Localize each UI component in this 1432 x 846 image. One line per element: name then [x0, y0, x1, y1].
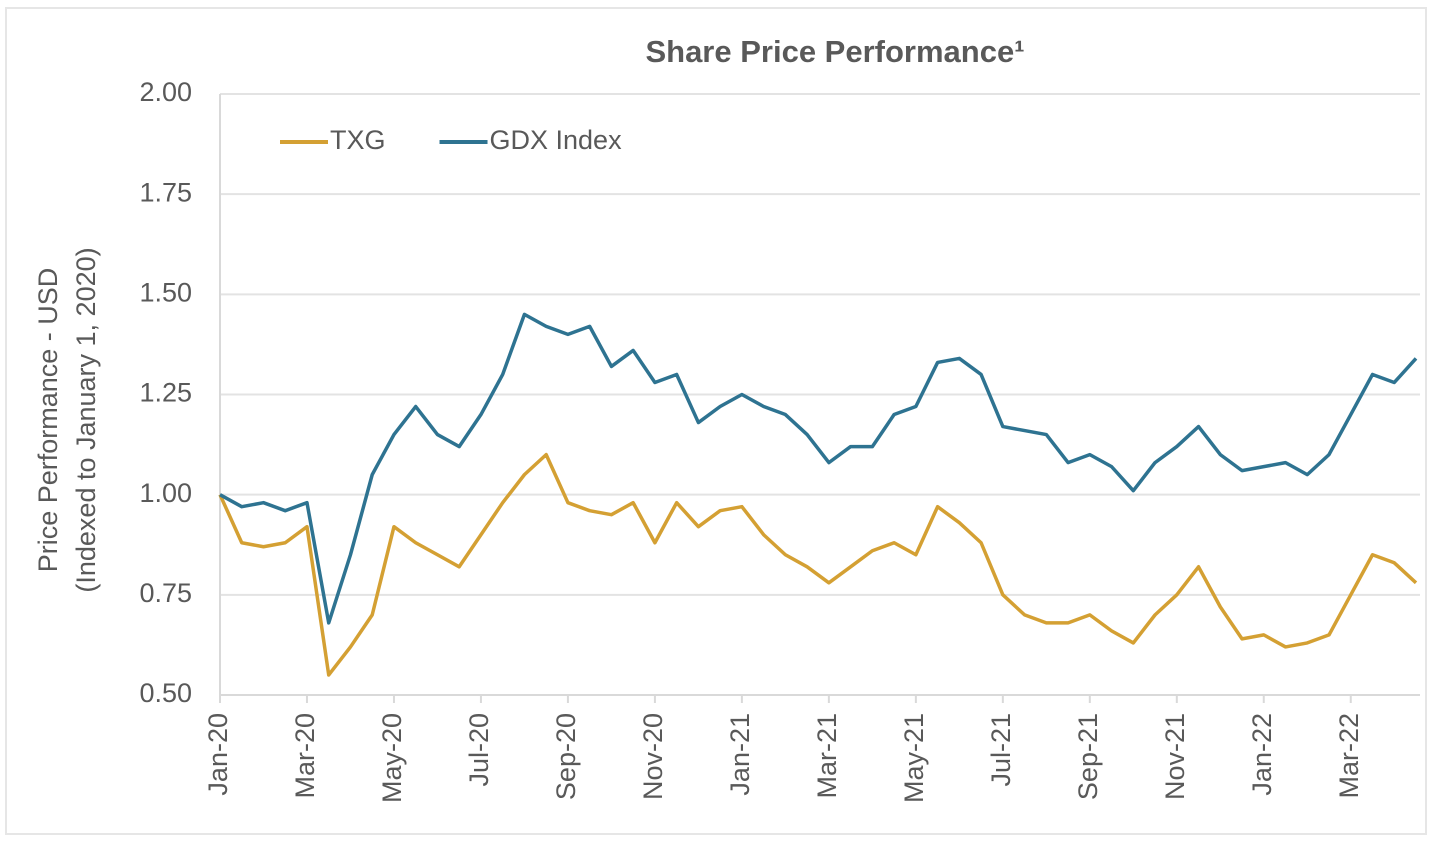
- x-tick-label: Sep-21: [1073, 713, 1103, 800]
- x-tick-label: Nov-20: [638, 713, 668, 800]
- x-tick-label: Jul-21: [986, 713, 1016, 787]
- y-tick-label: 1.50: [139, 277, 192, 307]
- chart-title: Share Price Performance¹: [645, 34, 1024, 69]
- x-tick-label: Nov-21: [1160, 713, 1190, 800]
- chart-frame: [5, 7, 1427, 835]
- legend-label: GDX Index: [490, 125, 623, 155]
- x-tick-label: Mar-20: [290, 713, 320, 799]
- x-tick-label: Jan-20: [203, 713, 233, 796]
- x-tick-label: Jan-21: [725, 713, 755, 796]
- y-tick-label: 0.50: [139, 678, 192, 708]
- line-series: [219, 312, 1418, 625]
- x-tick-label: May-20: [377, 713, 407, 803]
- x-tick-label: Jul-20: [464, 713, 494, 787]
- y-axis-label: Price Performance - USD: [33, 268, 63, 573]
- x-tick-label: Mar-22: [1334, 713, 1364, 799]
- y-tick-label: 1.75: [139, 177, 192, 207]
- x-tick-label: Jan-22: [1247, 713, 1277, 796]
- x-tick-label: Mar-21: [812, 713, 842, 799]
- y-tick-label: 1.25: [139, 378, 192, 408]
- y-tick-label: 1.00: [139, 478, 192, 508]
- legend-label: TXG: [330, 125, 386, 155]
- y-tick-label: 0.75: [139, 578, 192, 608]
- x-tick-label: May-21: [899, 713, 929, 803]
- x-tick-label: Sep-20: [551, 713, 581, 800]
- line-series: [218, 452, 1418, 677]
- y-axis-label: (Indexed to January 1, 2020): [71, 247, 101, 592]
- y-tick-label: 2.00: [139, 77, 192, 107]
